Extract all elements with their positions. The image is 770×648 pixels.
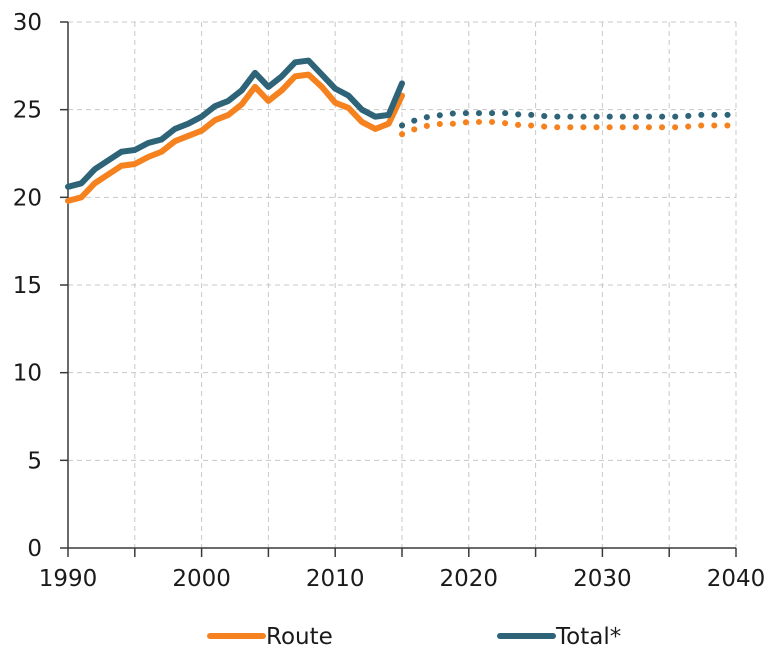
series-line-total-historical <box>65 57 405 190</box>
tick-labels: 0 5 10 15 20 25 30 1990 2000 2010 2020 2030 2040 <box>13 10 766 592</box>
axes <box>60 21 737 557</box>
x-tick-label: 2040 <box>707 566 766 592</box>
legend-item-route: Route <box>207 624 333 648</box>
y-tick-label: 10 <box>13 361 42 387</box>
legend-label-route: Route <box>266 624 333 648</box>
y-tick-label: 15 <box>13 273 42 299</box>
y-tick-label: 0 <box>27 536 42 562</box>
y-tick-label: 20 <box>13 185 42 211</box>
y-tick-label: 30 <box>13 10 42 36</box>
legend-label-total: Total* <box>555 624 621 648</box>
legend-item-total: Total* <box>497 624 621 648</box>
x-tick-label: 2020 <box>440 566 499 592</box>
x-tick-label: 2010 <box>306 566 365 592</box>
y-tick-label: 5 <box>27 448 42 474</box>
x-tick-label: 1990 <box>39 566 98 592</box>
y-tick-label: 25 <box>13 98 42 124</box>
x-tick-label: 2030 <box>573 566 632 592</box>
series-line-route-historical <box>65 71 405 204</box>
legend: Route Total* <box>207 624 621 648</box>
series-line-route-projection <box>399 118 739 138</box>
grid <box>68 21 737 548</box>
series-lines <box>65 57 739 204</box>
x-tick-label: 2000 <box>172 566 231 592</box>
series-line-total-projection <box>399 110 739 129</box>
